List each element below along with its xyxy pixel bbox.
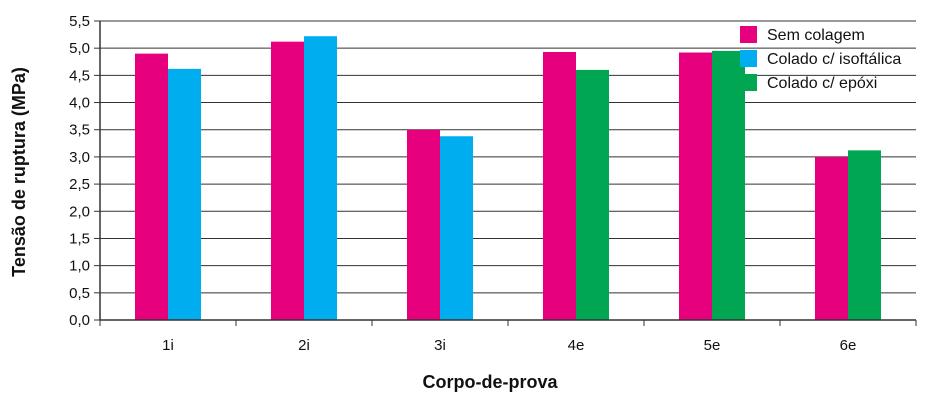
y-tick-label: 3,5 (69, 122, 90, 139)
bar (135, 53, 168, 320)
bar (576, 69, 609, 320)
y-tick-label: 0,5 (69, 285, 90, 302)
legend-label: Colado c/ isoftálica (767, 51, 901, 68)
axes (94, 20, 917, 326)
legend-swatch (740, 26, 757, 43)
x-tick-label: 2i (298, 337, 310, 354)
y-tick-label: 4,5 (69, 67, 90, 84)
legend-label: Sem colagem (767, 27, 865, 44)
bar (407, 129, 440, 320)
y-tick-label: 3,0 (69, 149, 90, 166)
x-tick-label: 4e (568, 337, 585, 354)
x-tick-label: 6e (840, 337, 857, 354)
bar (304, 36, 337, 321)
y-axis-title: Tensão de ruptura (MPa) (9, 67, 29, 277)
x-tick-label: 1i (162, 337, 174, 354)
x-tick-label: 3i (434, 337, 446, 354)
x-tick-labels: 1i 2i 3i 4e 5e 6e (162, 337, 856, 354)
bar (848, 150, 881, 320)
y-tick-labels: 0,0 0,5 1,0 1,5 2,0 2,5 3,0 3,5 4,0 4,5 5,0 5,5 (69, 13, 90, 329)
y-tick-label: 2,5 (69, 176, 90, 193)
y-tick-label: 5,5 (69, 13, 90, 30)
y-tick-label: 1,5 (69, 230, 90, 247)
y-tick-label: 5,0 (69, 40, 90, 57)
x-axis-title: Corpo-de-prova (423, 372, 559, 392)
bar (271, 41, 304, 321)
bar (712, 50, 745, 321)
y-tick-label: 2,0 (69, 203, 90, 220)
legend-label: Colado c/ epóxi (767, 75, 877, 92)
legend-swatch (740, 74, 757, 91)
bar (440, 136, 473, 320)
legend-swatch (740, 50, 757, 67)
bar (543, 51, 576, 320)
bar (168, 68, 201, 320)
legend: Sem colagem Colado c/ isoftálica Colado c/… (740, 26, 901, 92)
gridlines (100, 20, 916, 294)
bars-layer (135, 36, 881, 321)
y-tick-label: 1,0 (69, 258, 90, 275)
y-tick-label: 4,0 (69, 95, 90, 112)
x-tick-label: 5e (704, 337, 721, 354)
y-tick-label: 0,0 (69, 312, 90, 329)
bar (815, 156, 848, 320)
bar (679, 52, 712, 320)
